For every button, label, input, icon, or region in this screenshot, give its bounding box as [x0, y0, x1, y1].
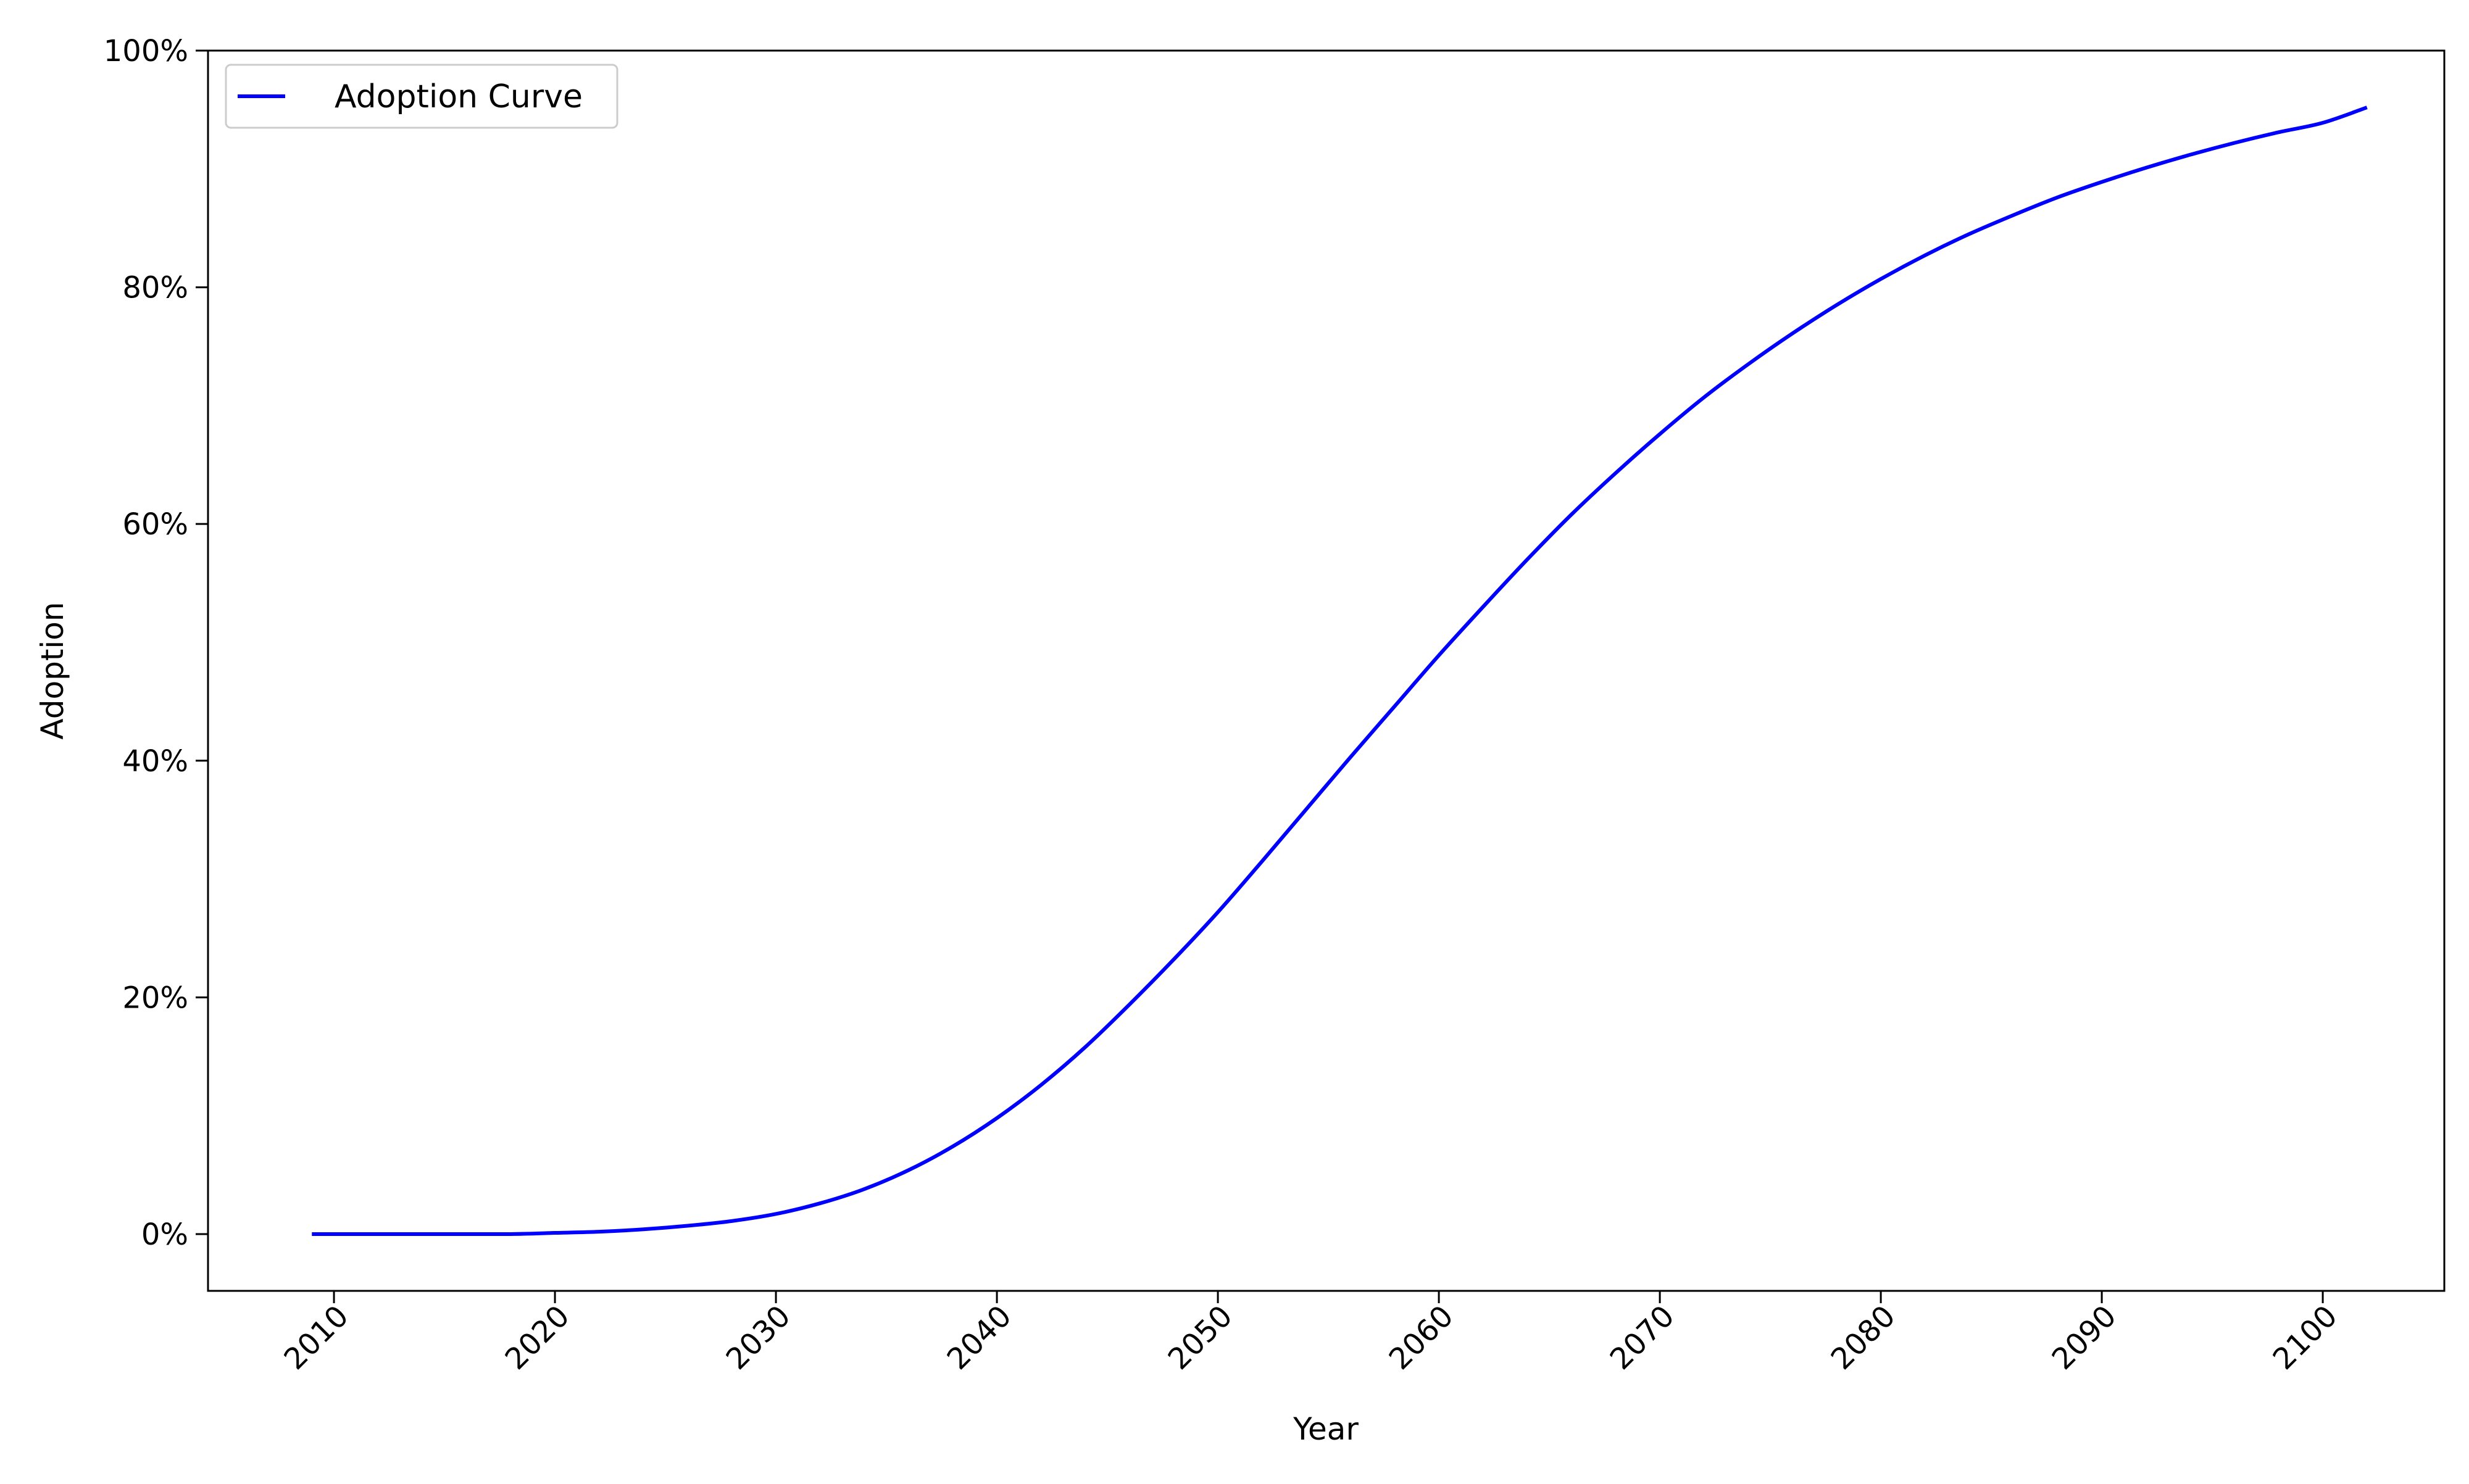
y-tick-label: 100% [104, 34, 188, 68]
x-tick-label: 2070 [1604, 1299, 1681, 1377]
x-axis-ticks: 2010 2020 2030 2040 2050 2060 2070 2080 2090 2100 [278, 1291, 2344, 1377]
y-tick-label: 80% [122, 271, 188, 305]
x-tick-label: 2020 [499, 1299, 577, 1377]
y-tick-label: 20% [122, 980, 188, 1015]
legend-box [225, 64, 618, 129]
y-tick-label: 40% [122, 744, 188, 779]
legend: Adoption Curve [225, 64, 618, 129]
plot-frame [207, 49, 2446, 1292]
x-tick-label: 2100 [2267, 1299, 2344, 1377]
legend-label-adoption-curve: Adoption Curve [335, 78, 583, 115]
x-tick-label: 2090 [2046, 1299, 2123, 1377]
series-line-adoption-curve [312, 106, 2368, 1237]
plot-area [208, 51, 2444, 1291]
y-tick-label: 60% [122, 507, 188, 542]
x-tick-label: 2050 [1162, 1299, 1239, 1377]
y-axis-label: Adoption [35, 602, 70, 739]
x-tick-label: 2040 [941, 1299, 1018, 1377]
x-axis-label: Year [1293, 1411, 1359, 1447]
x-tick-label: 2060 [1383, 1299, 1460, 1377]
series-layer [312, 106, 2368, 1237]
x-tick-label: 2080 [1825, 1299, 1902, 1377]
x-tick-label: 2030 [720, 1299, 797, 1377]
y-tick-label: 0% [141, 1217, 188, 1252]
x-tick-label: 2010 [278, 1299, 356, 1377]
y-axis-ticks: 0% 20% 40% 60% 80% 100% [104, 34, 208, 1252]
